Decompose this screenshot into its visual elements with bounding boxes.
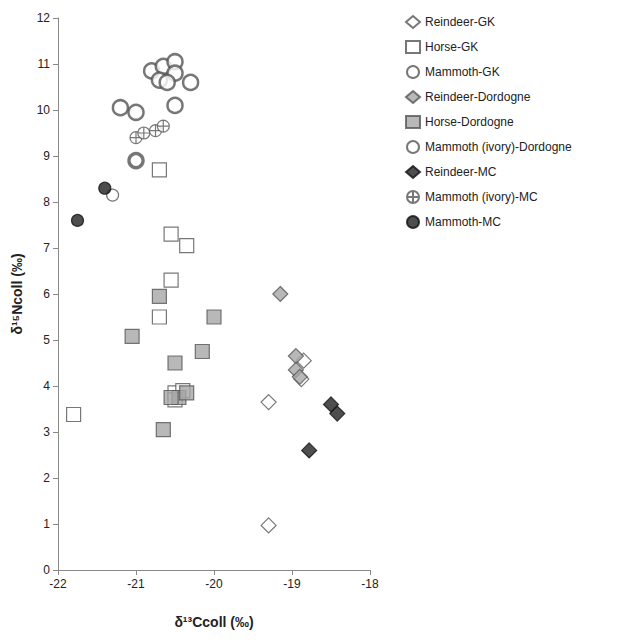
svg-text:1: 1 [43, 517, 50, 531]
svg-text:6: 6 [43, 287, 50, 301]
svg-text:Reindeer-GK: Reindeer-GK [425, 15, 495, 29]
svg-text:-21: -21 [127, 577, 145, 591]
svg-text:0: 0 [43, 563, 50, 577]
svg-text:3: 3 [43, 425, 50, 439]
svg-text:δ¹⁵Ncoll (‰): δ¹⁵Ncoll (‰) [9, 253, 25, 334]
svg-text:Mammoth-GK: Mammoth-GK [425, 65, 500, 79]
svg-text:-20: -20 [205, 577, 223, 591]
svg-text:8: 8 [43, 195, 50, 209]
svg-text:7: 7 [43, 241, 50, 255]
svg-text:-18: -18 [361, 577, 379, 591]
svg-text:Horse-Dordogne: Horse-Dordogne [425, 115, 514, 129]
svg-text:2: 2 [43, 471, 50, 485]
svg-text:Horse-GK: Horse-GK [425, 40, 478, 54]
svg-text:12: 12 [37, 11, 51, 25]
svg-text:Mammoth (ivory)-MC: Mammoth (ivory)-MC [425, 190, 538, 204]
svg-text:11: 11 [38, 57, 51, 71]
svg-text:-19: -19 [283, 577, 301, 591]
svg-text:δ¹³Ccoll (‰): δ¹³Ccoll (‰) [174, 614, 253, 630]
svg-text:4: 4 [43, 379, 50, 393]
svg-text:-22: -22 [49, 577, 67, 591]
svg-text:Mammoth-MC: Mammoth-MC [425, 215, 501, 229]
svg-text:Reindeer-Dordogne: Reindeer-Dordogne [425, 90, 531, 104]
svg-text:10: 10 [37, 103, 51, 117]
svg-text:Reindeer-MC: Reindeer-MC [425, 165, 497, 179]
svg-text:9: 9 [43, 149, 50, 163]
svg-text:5: 5 [43, 333, 50, 347]
svg-text:Mammoth (ivory)-Dordogne: Mammoth (ivory)-Dordogne [425, 140, 572, 154]
